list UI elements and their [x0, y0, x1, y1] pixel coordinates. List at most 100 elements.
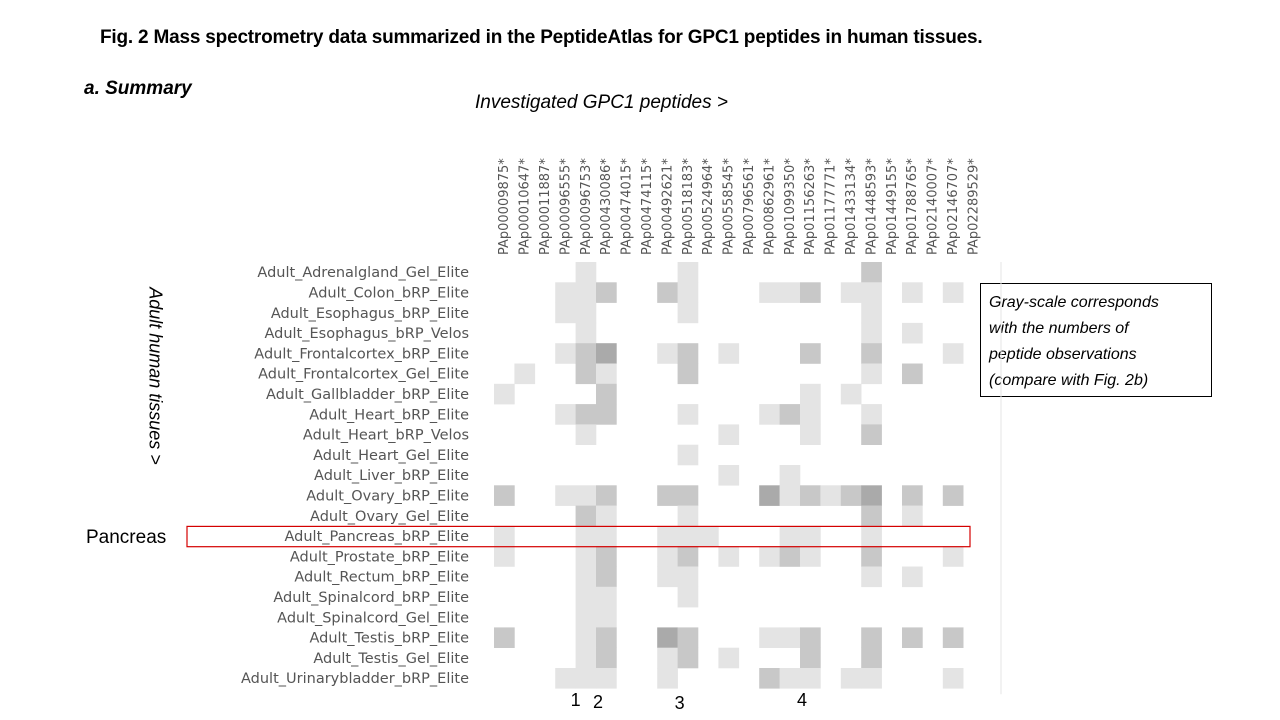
heatmap-cell — [575, 322, 597, 344]
column-label: PAp01788765* — [905, 158, 920, 255]
legend-box: Gray-scale corresponds with the numbers … — [980, 283, 1212, 397]
heatmap-cell — [942, 627, 964, 648]
heatmap-cell — [657, 627, 678, 648]
heatmap-cell — [902, 322, 923, 344]
heatmap-cell — [800, 383, 821, 405]
heatmap-cell — [596, 485, 617, 506]
row-label: Adult_Ovary_bRP_Elite — [306, 488, 469, 504]
heatmap-cell — [800, 627, 821, 648]
heatmap-cell — [840, 668, 862, 689]
heatmap-cell — [657, 343, 678, 364]
peptide-marker: 3 — [675, 693, 685, 713]
column-label: PAp01177771* — [824, 158, 839, 255]
heatmap-cell — [800, 546, 821, 567]
heatmap-cell — [575, 586, 597, 608]
heatmap-cell — [575, 546, 597, 567]
heatmap-cell — [596, 566, 617, 588]
heatmap-cell — [494, 627, 515, 648]
heatmap-cell — [596, 363, 617, 385]
heatmap-cell — [902, 566, 923, 588]
heatmap-cell — [657, 525, 678, 547]
heatmap-cell — [861, 282, 882, 303]
heatmap-cell — [718, 465, 740, 486]
row-label: Adult_Urinarybladder_bRP_Elite — [241, 671, 469, 687]
heatmap-cell — [779, 627, 801, 648]
heatmap-cell — [677, 302, 699, 324]
heatmap-cell — [942, 343, 964, 364]
row-label: Adult_Heart_Gel_Elite — [313, 448, 469, 464]
heatmap-cell — [698, 525, 719, 547]
heatmap-cell — [800, 525, 821, 547]
heatmap-cell — [575, 525, 597, 547]
column-label: PAp00862961* — [762, 158, 777, 255]
heatmap-cell — [555, 485, 576, 506]
heatmap-cell — [861, 322, 882, 344]
row-label: Adult_Frontalcortex_bRP_Elite — [254, 346, 469, 362]
heatmap-cell — [942, 546, 964, 567]
heatmap-cell — [575, 607, 597, 628]
heatmap-cell — [942, 485, 964, 506]
heatmap-cell — [779, 485, 801, 506]
heatmap-cell — [555, 404, 576, 425]
heatmap-cell — [779, 546, 801, 567]
column-label: PAp02140007* — [926, 158, 941, 255]
row-label: Adult_Colon_bRP_Elite — [309, 285, 470, 301]
heatmap-cell — [575, 302, 597, 324]
heatmap-cell — [861, 546, 882, 567]
heatmap-cell — [902, 505, 923, 527]
heatmap-cell — [494, 485, 515, 506]
heatmap-cell — [759, 404, 780, 425]
heatmap-cell — [575, 262, 597, 283]
heatmap-cell — [677, 546, 699, 567]
heatmap-cell — [759, 668, 780, 689]
heatmap-cell — [779, 282, 801, 303]
heatmap-cell — [942, 668, 964, 689]
pancreas-highlight-label: Pancreas — [86, 527, 167, 548]
heatmap-cell — [575, 404, 597, 425]
heatmap-cell — [718, 343, 740, 364]
column-label: PAp00011887* — [538, 158, 553, 255]
heatmap-cell — [677, 282, 699, 303]
heatmap-cell — [596, 647, 617, 669]
column-axis-label: Investigated GPC1 peptides > — [475, 92, 728, 113]
heatmap-cell — [779, 465, 801, 486]
heatmap-cell — [596, 627, 617, 648]
heatmap-cell — [840, 485, 862, 506]
heatmap-cell — [657, 485, 678, 506]
heatmap-cell — [575, 363, 597, 385]
peptide-marker: 4 — [797, 690, 807, 710]
heatmap-cell — [759, 282, 780, 303]
column-label: PAp00009875* — [497, 158, 512, 255]
heatmap-cell — [575, 485, 597, 506]
column-label: PAp00474015* — [620, 158, 635, 255]
row-label: Adult_Liver_bRP_Elite — [314, 468, 469, 484]
heatmap-cell — [759, 627, 780, 648]
heatmap-cell — [759, 485, 780, 506]
heatmap-cell — [677, 525, 699, 547]
heatmap-cell — [902, 485, 923, 506]
heatmap-cell — [596, 404, 617, 425]
heatmap-cell — [677, 343, 699, 364]
heatmap-cell — [840, 282, 862, 303]
row-label: Adult_Rectum_bRP_Elite — [294, 570, 469, 586]
heatmap-cell — [677, 627, 699, 648]
heatmap-cell — [861, 262, 882, 283]
heatmap-cell — [677, 485, 699, 506]
heatmap-cell — [596, 607, 617, 628]
panel-subtitle: a. Summary — [84, 78, 192, 99]
heatmap-cell — [800, 647, 821, 669]
heatmap-cell — [800, 485, 821, 506]
heatmap-cell — [596, 546, 617, 567]
heatmap-cell — [677, 363, 699, 385]
heatmap-cell — [494, 383, 515, 405]
heatmap-cell — [596, 282, 617, 303]
heatmap-cell — [575, 668, 597, 689]
row-label: Adult_Spinalcord_bRP_Elite — [273, 590, 469, 606]
peptide-marker: 2 — [593, 692, 603, 712]
row-label: Adult_Spinalcord_Gel_Elite — [277, 610, 469, 626]
column-label: PAp00430086* — [599, 158, 614, 255]
column-label: PAp02289529* — [966, 158, 981, 255]
heatmap-cell — [575, 282, 597, 303]
heatmap-cell — [779, 404, 801, 425]
heatmap-cell — [902, 363, 923, 385]
